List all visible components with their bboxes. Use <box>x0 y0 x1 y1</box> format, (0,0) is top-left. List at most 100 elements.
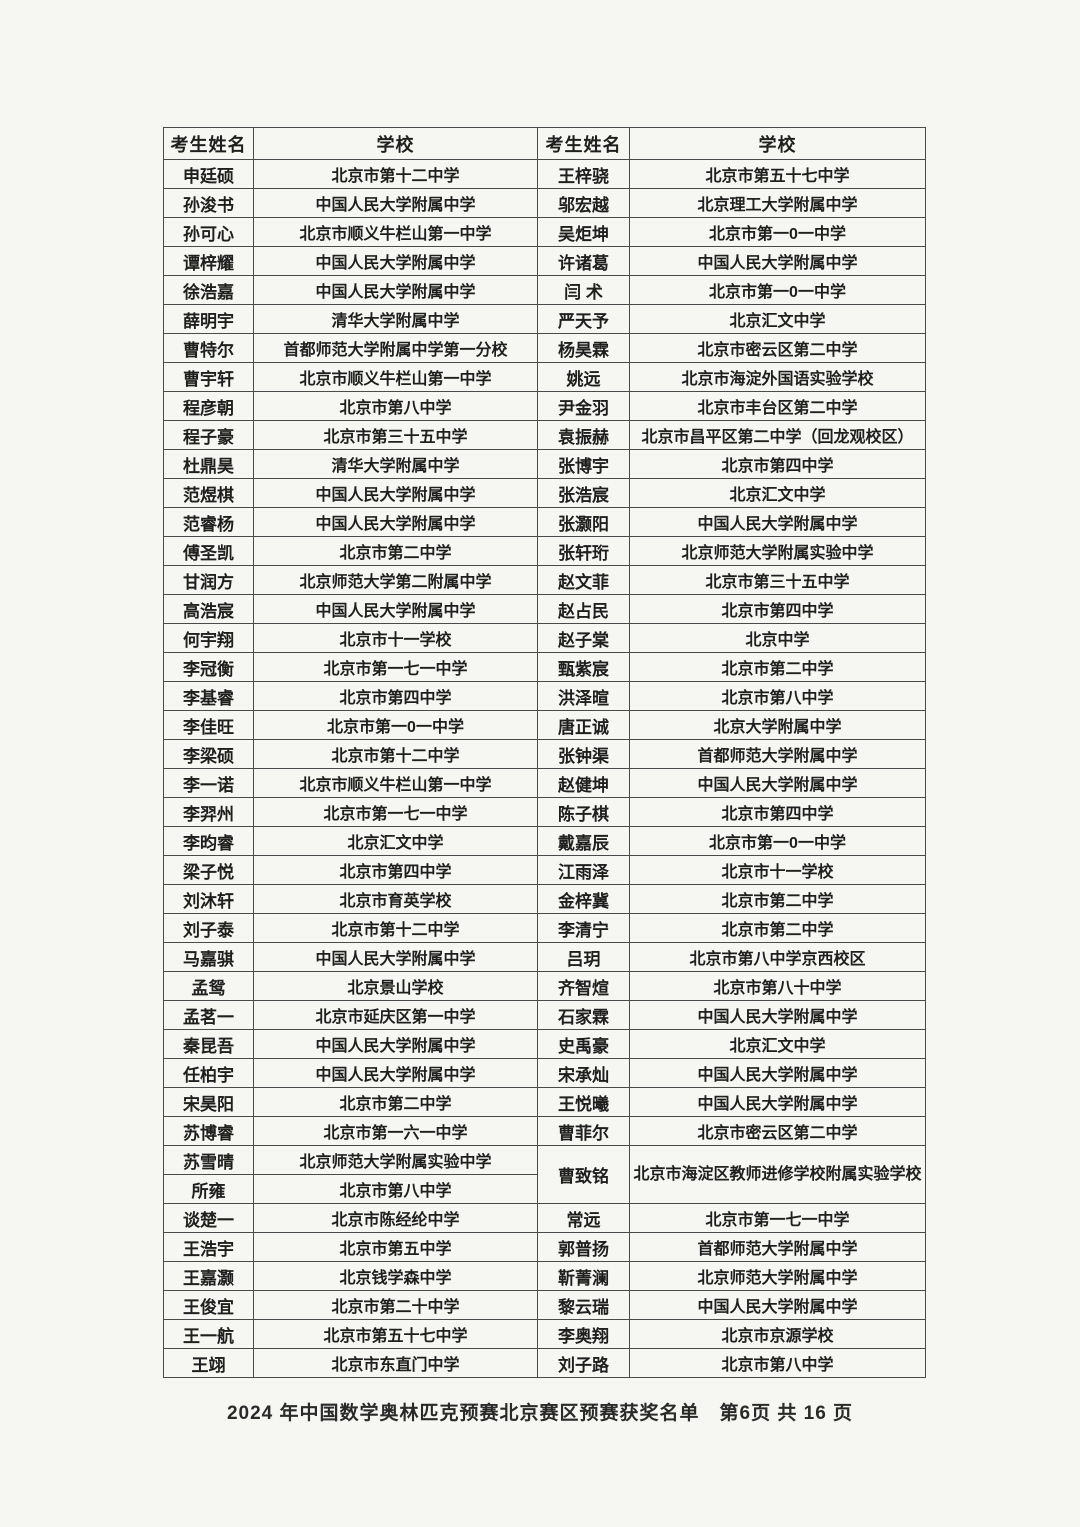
school-cell: 北京市第三十五中学 <box>629 565 926 595</box>
school-cell: 中国人民大学附属中学 <box>253 942 538 972</box>
table-row: 谈楚一 北京市陈经纶中学 常远 北京市第一七一中学 <box>163 1203 926 1233</box>
school-cell: 北京市第三十五中学 <box>253 420 538 450</box>
school-cell: 中国人民大学附属中学 <box>629 507 926 537</box>
student-name-cell: 刘沐轩 <box>163 884 254 914</box>
table-row: 薛明宇 清华大学附属中学 严天予 北京汇文中学 <box>163 304 926 334</box>
table-row: 所雍 北京市第八中学 <box>163 1174 926 1204</box>
table-row: 高浩宸 中国人民大学附属中学 赵占民 北京市第四中学 <box>163 594 926 624</box>
student-name-cell: 李冠衡 <box>163 652 254 682</box>
school-cell: 北京市顺义牛栏山第一中学 <box>253 768 538 798</box>
school-cell: 北京市第一0一中学 <box>629 275 926 305</box>
table-row: 李昀睿 北京汇文中学 戴嘉辰 北京市第一0一中学 <box>163 826 926 856</box>
student-name-cell: 曹致铭 <box>537 1145 630 1204</box>
table-row: 范睿杨 中国人民大学附属中学 张灏阳 中国人民大学附属中学 <box>163 507 926 537</box>
school-cell: 清华大学附属中学 <box>253 304 538 334</box>
table-row: 孙可心 北京市顺义牛栏山第一中学 吴炬坤 北京市第一0一中学 <box>163 217 926 247</box>
student-name-cell: 傅圣凯 <box>163 536 254 566</box>
student-name-cell: 戴嘉辰 <box>537 826 630 856</box>
results-table-body: 申廷硕 北京市第十二中学 王梓骁 北京市第五十七中学 孙浚书 中国人民大学附属中学 邬宏越北… <box>163 159 926 1378</box>
school-cell: 北京市密云区第二中学 <box>629 333 926 363</box>
school-cell: 首都师范大学附属中学 <box>629 739 926 769</box>
school-cell: 北京市密云区第二中学 <box>629 1116 926 1146</box>
table-row: 秦昆吾 中国人民大学附属中学 史禹豪 北京汇文中学 <box>163 1029 926 1059</box>
school-cell: 北京师范大学附属实验中学 <box>253 1145 538 1175</box>
student-name-cell: 袁振赫 <box>537 420 630 450</box>
student-name-cell: 常远 <box>537 1203 630 1233</box>
school-cell: 北京市海淀区教师进修学校附属实验学校 <box>629 1145 926 1204</box>
school-cell: 北京市第一七一中学 <box>629 1203 926 1233</box>
school-cell: 北京市第四中学 <box>629 449 926 479</box>
school-cell: 北京市第一七一中学 <box>253 652 538 682</box>
student-name-cell: 徐浩嘉 <box>163 275 254 305</box>
table-row: 孙浚书 中国人民大学附属中学 邬宏越 北京理工大学附属中学 <box>163 188 926 218</box>
school-cell: 北京市第四中学 <box>253 681 538 711</box>
school-cell: 北京市第一0一中学 <box>629 217 926 247</box>
student-name-cell: 苏雪晴 <box>163 1145 254 1175</box>
student-name-cell: 尹金羽 <box>537 391 630 421</box>
student-name-cell: 赵健坤 <box>537 768 630 798</box>
student-name-cell: 金梓冀 <box>537 884 630 914</box>
school-cell: 北京市第八中学 <box>629 1348 926 1378</box>
header-school-left: 学校 <box>253 127 538 160</box>
student-name-cell: 程彦朝 <box>163 391 254 421</box>
student-name-cell: 李清宁 <box>537 913 630 943</box>
student-name-cell: 王梓骁 <box>537 159 630 189</box>
school-cell: 中国人民大学附属中学 <box>253 507 538 537</box>
header-candidate-name-right: 考生姓名 <box>537 127 630 160</box>
student-name-cell: 任柏宇 <box>163 1058 254 1088</box>
student-name-cell: 靳菁澜 <box>537 1261 630 1291</box>
table-row: 王一航 北京市第五十七中学 李奥翔 北京市京源学校 <box>163 1319 926 1349</box>
student-name-cell: 所雍 <box>163 1174 254 1204</box>
school-cell: 北京市顺义牛栏山第一中学 <box>253 362 538 392</box>
school-cell: 北京市东直门中学 <box>253 1348 538 1378</box>
student-name-cell: 赵占民 <box>537 594 630 624</box>
school-cell: 北京市第二中学 <box>253 536 538 566</box>
school-cell: 首都师范大学附属中学 <box>629 1232 926 1262</box>
school-cell: 北京中学 <box>629 623 926 653</box>
header-candidate-name-left: 考生姓名 <box>163 127 254 160</box>
school-cell: 北京市第五中学 <box>253 1232 538 1262</box>
school-cell: 中国人民大学附属中学 <box>629 1000 926 1030</box>
student-name-cell: 宋承灿 <box>537 1058 630 1088</box>
header-school-right: 学校 <box>629 127 926 160</box>
student-name-cell: 赵文菲 <box>537 565 630 595</box>
student-name-cell: 洪泽暄 <box>537 681 630 711</box>
table-row: 曹特尔 首都师范大学附属中学第一分校 杨昊霖 北京市密云区第二中学 <box>163 333 926 363</box>
table-row: 孟鸳 北京景山学校 齐智煊 北京市第八十中学 <box>163 971 926 1001</box>
student-name-cell: 吕玥 <box>537 942 630 972</box>
table-row: 曹宇轩 北京市顺义牛栏山第一中学 姚远 北京市海淀外国语实验学校 <box>163 362 926 392</box>
school-cell: 中国人民大学附属中学 <box>253 246 538 276</box>
table-row: 王翊 北京市东直门中学 刘子路 北京市第八中学 <box>163 1348 926 1378</box>
school-cell: 北京市第一六一中学 <box>253 1116 538 1146</box>
school-cell: 首都师范大学附属中学第一分校 <box>253 333 538 363</box>
table-row: 任柏宇 中国人民大学附属中学 宋承灿 中国人民大学附属中学 <box>163 1058 926 1088</box>
student-name-cell: 孙可心 <box>163 217 254 247</box>
student-name-cell: 许诸葛 <box>537 246 630 276</box>
school-cell: 北京市第八中学京西校区 <box>629 942 926 972</box>
school-cell: 北京景山学校 <box>253 971 538 1001</box>
table-row: 王俊宜 北京市第二十中学 黎云瑞 中国人民大学附属中学 <box>163 1290 926 1320</box>
school-cell: 北京市第八中学 <box>629 681 926 711</box>
school-cell: 北京大学附属中学 <box>629 710 926 740</box>
school-cell: 中国人民大学附属中学 <box>253 1029 538 1059</box>
student-name-cell: 陈子棋 <box>537 797 630 827</box>
table-row: 孟茗一 北京市延庆区第一中学 石家霖 中国人民大学附属中学 <box>163 1000 926 1030</box>
student-name-cell: 杨昊霖 <box>537 333 630 363</box>
table-row: 李冠衡 北京市第一七一中学 甄紫宸 北京市第二中学 <box>163 652 926 682</box>
table-row: 甘润方 北京师范大学第二附属中学 赵文菲 北京市第三十五中学 <box>163 565 926 595</box>
table-row: 苏雪晴 北京师范大学附属实验中学 曹致铭 北京市海淀区教师进修学校附属实验学校 <box>163 1145 926 1204</box>
school-cell: 北京汇文中学 <box>629 304 926 334</box>
student-name-cell: 曹特尔 <box>163 333 254 363</box>
student-name-cell: 程子豪 <box>163 420 254 450</box>
student-name-cell: 秦昆吾 <box>163 1029 254 1059</box>
table-row: 程子豪 北京市第三十五中学 袁振赫 北京市昌平区第二中学（回龙观校区） <box>163 420 926 450</box>
table-row: 梁子悦 北京市第四中学 江雨泽 北京市十一学校 <box>163 855 926 885</box>
student-name-cell: 甘润方 <box>163 565 254 595</box>
student-name-cell: 曹宇轩 <box>163 362 254 392</box>
student-name-cell: 李昀睿 <box>163 826 254 856</box>
student-name-cell: 李奥翔 <box>537 1319 630 1349</box>
student-name-cell: 刘子泰 <box>163 913 254 943</box>
student-name-cell: 齐智煊 <box>537 971 630 1001</box>
table-row: 李梁硕 北京市第十二中学 张钟渠 首都师范大学附属中学 <box>163 739 926 769</box>
student-name-cell: 李一诺 <box>163 768 254 798</box>
